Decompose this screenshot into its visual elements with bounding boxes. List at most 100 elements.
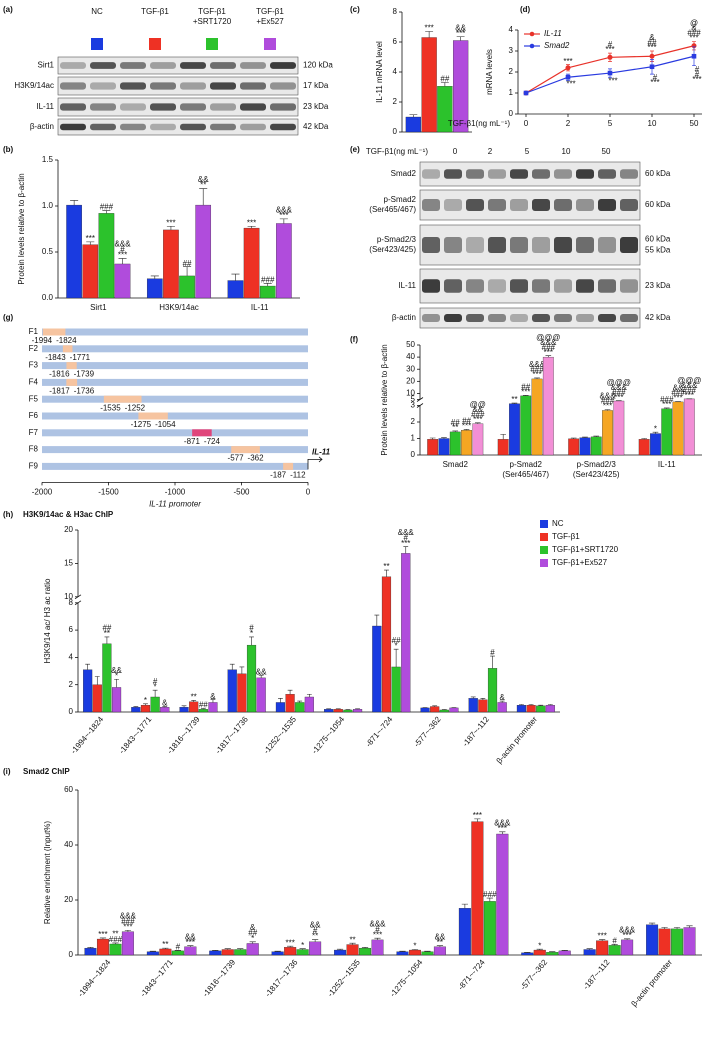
significance-label: ##	[392, 636, 401, 645]
bar	[160, 707, 170, 713]
panel-label: (i)	[3, 767, 11, 776]
bar	[285, 694, 295, 713]
blot-band	[150, 123, 176, 131]
significance-label: #	[653, 73, 658, 82]
row-label: H3K9/14ac	[14, 81, 54, 90]
kda-label: 42 kDa	[645, 313, 671, 322]
error-bar	[191, 700, 197, 702]
blot-band	[60, 62, 86, 69]
blot-band	[620, 279, 638, 293]
fragment-start: -1275	[131, 420, 152, 429]
row-label: (Ser423/425)	[369, 245, 416, 254]
significance-label: **	[312, 932, 318, 941]
significance-label: ###	[601, 397, 615, 406]
significance-label: **	[191, 693, 197, 702]
fragment-name: F8	[29, 445, 39, 454]
significance-label: ***	[401, 539, 410, 548]
fragment	[103, 395, 142, 403]
y-tick-label: 15	[64, 559, 73, 568]
blot-band	[60, 103, 86, 111]
significance-label: #	[612, 936, 617, 945]
x-tick-label: -1816~-1739	[201, 957, 238, 998]
blot-band	[240, 103, 266, 111]
blot-band	[180, 103, 206, 111]
y-tick-label: 2	[69, 680, 74, 689]
significance-label: #	[153, 677, 158, 686]
row-label: Smad2	[391, 169, 417, 178]
x-tick-label: p-Smad2	[510, 460, 543, 469]
blot-band	[150, 103, 176, 111]
fragment-name: F6	[29, 411, 39, 420]
y-tick-label: 8	[393, 7, 398, 16]
blot-band	[488, 199, 506, 211]
significance-label: **	[104, 629, 110, 638]
fragment-name: F7	[29, 428, 39, 437]
bar	[590, 436, 602, 456]
x-tick-label: β-actin promoter	[630, 958, 675, 1009]
bar	[683, 927, 696, 956]
bar	[497, 702, 507, 713]
significance-label: &&	[455, 23, 466, 32]
significance-label: ***	[597, 932, 606, 941]
y-axis-label: mRNA levels	[485, 49, 494, 95]
y-tick-label: 10	[64, 592, 73, 601]
y-tick-label: 0	[411, 450, 416, 459]
x-tick-label: β-actin promoter	[495, 715, 540, 766]
error-bar	[210, 699, 216, 703]
significance-label: ###	[261, 275, 275, 284]
bar	[401, 553, 411, 713]
error-bar	[599, 939, 606, 941]
error-bar	[187, 945, 194, 947]
blot-band	[488, 237, 506, 253]
bar	[275, 702, 286, 713]
significance-label: #	[695, 70, 700, 79]
error-bar	[118, 258, 127, 264]
y-tick-label: 50	[406, 340, 415, 349]
promoter-track	[42, 328, 308, 336]
error-bar	[94, 676, 100, 685]
x-axis-label: TGF-β1(ng mL⁻¹)	[448, 119, 510, 128]
fragment-start: -1816	[49, 370, 70, 379]
lane-label: 2	[488, 147, 493, 156]
lane-label: 50	[602, 147, 611, 156]
significance-label: &&&	[115, 240, 132, 249]
significance-label: ###	[671, 389, 685, 398]
bar	[371, 939, 384, 956]
significance-label: &&	[673, 384, 684, 393]
fragment-end: -362	[248, 454, 265, 463]
significance-label: ***	[462, 422, 471, 431]
panel-label: (c)	[350, 5, 360, 14]
significance-label: &&&	[370, 919, 387, 928]
blot-band	[60, 82, 86, 90]
bar	[533, 949, 546, 956]
error-bar	[604, 409, 611, 411]
blot-band	[532, 314, 550, 322]
error-bar	[166, 225, 175, 230]
bar	[98, 213, 115, 299]
significance-label: *	[301, 941, 304, 950]
x-tick-label: -871~-724	[364, 714, 395, 748]
gene-label: IL-11	[312, 448, 331, 457]
panel-label: (d)	[520, 5, 531, 14]
x-tick-label: 2	[566, 119, 571, 128]
bar	[421, 37, 437, 133]
bar	[346, 944, 359, 956]
error-bar	[456, 36, 465, 41]
bar	[195, 204, 212, 299]
error-bar	[150, 275, 159, 279]
error-bar	[278, 698, 283, 703]
y-tick-label: 1	[411, 434, 416, 443]
blot-band	[598, 169, 616, 179]
bar	[227, 669, 237, 713]
blot-band	[422, 279, 440, 293]
promoter-track	[42, 395, 308, 403]
fragment-name: F2	[29, 344, 39, 353]
x-tick-label: -577~-362	[519, 957, 550, 991]
error-bar	[661, 927, 668, 929]
bar	[83, 669, 93, 713]
blot-band	[90, 123, 116, 131]
legend-swatch	[540, 559, 548, 567]
data-point	[565, 65, 571, 71]
bar	[237, 673, 247, 713]
